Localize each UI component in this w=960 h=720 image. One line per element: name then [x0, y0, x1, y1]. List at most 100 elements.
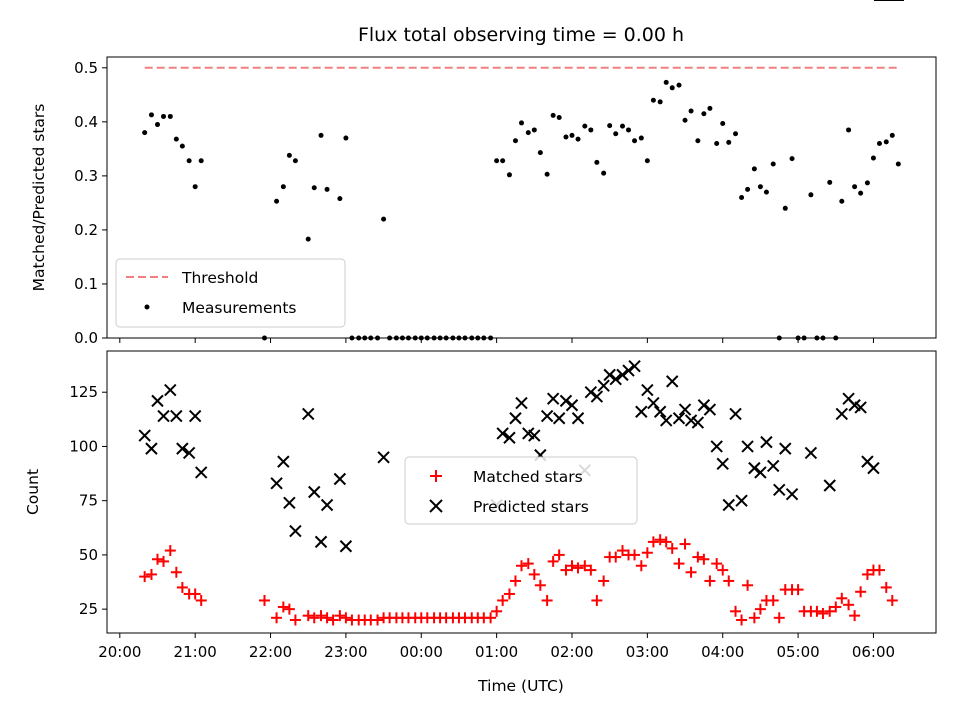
legend-matched-marker: [430, 470, 442, 482]
measurement-point: [594, 159, 600, 165]
measurement-point: [601, 170, 607, 176]
matched-star-point: [610, 551, 622, 563]
matched-star-point: [516, 560, 527, 572]
measurement-point: [318, 132, 324, 138]
predicted-star-point: [647, 396, 660, 410]
measurement-point: [198, 158, 204, 164]
matched-star-point: [528, 568, 540, 580]
predicted-star-point: [616, 368, 629, 382]
measurement-point: [556, 115, 562, 121]
predicted-star-point: [672, 412, 686, 425]
predicted-star-point: [546, 392, 560, 405]
predicted-star-point: [659, 414, 673, 427]
measurement-point: [895, 161, 901, 167]
predicted-star-point: [308, 485, 321, 499]
measurement-point: [381, 216, 387, 222]
predicted-star-point: [157, 409, 170, 423]
predicted-star-point: [703, 403, 717, 416]
measurement-point: [782, 205, 788, 211]
top-y-tick-label: 0.2: [74, 221, 98, 239]
matched-star-point: [616, 545, 628, 557]
matched-star-point: [654, 534, 666, 546]
predicted-star-point: [754, 466, 767, 479]
matched-star-point: [497, 594, 509, 606]
measurement-point: [827, 179, 833, 185]
measurement-point: [148, 112, 154, 118]
matched-star-point: [666, 542, 678, 554]
matched-star-point: [372, 614, 384, 626]
measurement-point: [607, 123, 613, 129]
predicted-star-point: [138, 429, 151, 442]
measurement-point: [575, 136, 581, 142]
top-y-axis-label: Matched/Predicted stars: [30, 104, 48, 292]
measurement-point: [701, 111, 707, 117]
x-tick-label: 00:00: [400, 643, 443, 661]
matched-star-point: [730, 605, 742, 617]
measurement-point: [707, 105, 713, 111]
predicted-star-point: [678, 403, 692, 416]
measurement-point: [280, 184, 286, 190]
matched-star-point: [880, 581, 892, 593]
x-tick-label: 20:00: [98, 643, 141, 661]
measurement-point: [626, 127, 632, 133]
measurement-point: [292, 158, 298, 164]
matched-star-point: [754, 603, 766, 615]
measurement-point: [337, 196, 343, 202]
predicted-star-point: [804, 446, 818, 460]
predicted-star-point: [835, 407, 849, 421]
matched-star-point: [704, 575, 716, 587]
predicted-star-point: [277, 455, 290, 468]
predicted-star-point: [528, 429, 541, 442]
predicted-star-point: [867, 461, 880, 475]
measurement-point: [142, 130, 148, 136]
matched-star-point: [566, 560, 578, 572]
x-tick-label: 06:00: [852, 643, 895, 661]
predicted-star-point: [565, 399, 579, 412]
measurement-point: [883, 139, 889, 145]
top-y-tick-label: 0.5: [74, 59, 98, 77]
predicted-star-point: [559, 394, 573, 408]
matched-star-point: [541, 594, 553, 606]
matched-star-point: [836, 592, 848, 604]
matched-star-point: [283, 603, 295, 615]
predicted-star-point: [653, 405, 667, 418]
predicted-star-point: [571, 412, 585, 425]
x-tick-label: 21:00: [174, 643, 217, 661]
measurement-point: [846, 127, 852, 133]
predicted-star-point: [628, 359, 641, 373]
predicted-star-point: [194, 466, 208, 479]
measurement-point: [588, 127, 594, 133]
measurement-point: [506, 172, 512, 178]
predicted-star-point: [176, 442, 189, 455]
measurement-point: [757, 184, 763, 190]
measurement-point: [582, 123, 588, 129]
measurement-point: [858, 190, 864, 196]
matched-star-point: [491, 605, 503, 617]
measurement-point: [739, 195, 745, 200]
measurement-point: [167, 113, 173, 119]
predicted-star-point: [729, 407, 742, 421]
matched-star-point: [843, 599, 855, 611]
measurement-point: [324, 186, 330, 192]
matched-star-point: [522, 558, 534, 570]
x-axis-label: Time (UTC): [477, 677, 564, 695]
predicted-star-point: [552, 412, 566, 425]
predicted-star-point: [684, 414, 698, 427]
matched-star-point: [164, 545, 176, 557]
matched-star-point: [685, 566, 697, 578]
predicted-star-point: [164, 383, 177, 397]
matched-star-point: [277, 601, 289, 613]
matched-star-point: [503, 588, 515, 600]
measurement-point: [745, 186, 751, 192]
x-tick-label: 05:00: [776, 643, 819, 661]
predicted-star-point: [735, 494, 748, 507]
matched-star-point: [742, 579, 754, 591]
matched-star-point: [585, 564, 597, 576]
matched-star-point: [792, 584, 804, 596]
matched-star-point: [176, 581, 188, 593]
matched-star-point: [641, 547, 653, 559]
measurement-point: [286, 152, 292, 158]
measurement-point: [311, 185, 317, 191]
matched-star-point: [485, 612, 497, 624]
matched-star-point: [830, 601, 842, 613]
